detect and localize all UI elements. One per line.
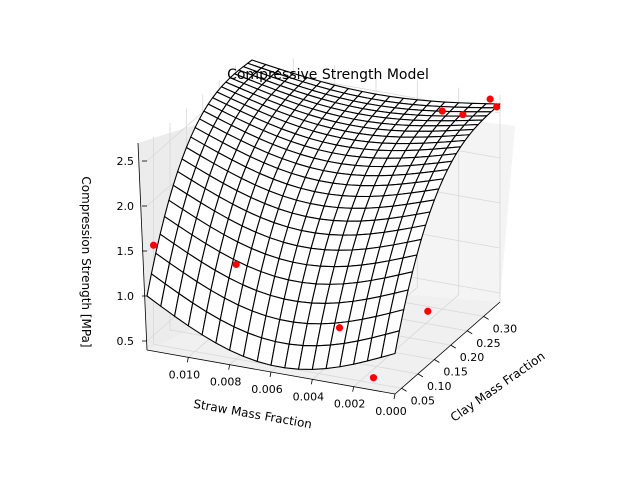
tick-labels: 0.0100.0080.0060.0040.0020.0000.050.100.… — [117, 155, 518, 418]
data-point-8 — [493, 103, 501, 111]
data-point-2 — [335, 324, 344, 332]
data-point-7 — [486, 95, 494, 103]
chart-title: Compressive Strength Model — [227, 67, 429, 83]
surface-wireframe — [146, 59, 501, 370]
y-tick-mark-5 — [483, 316, 489, 320]
y-tick-mark-3 — [450, 344, 456, 349]
x-tick-label-5: 0.000 — [375, 405, 407, 418]
y-tick-mark-0 — [401, 387, 407, 392]
z-tick-label-0: 0.5 — [117, 335, 135, 348]
y-tick-label-0: 0.05 — [411, 394, 436, 407]
x-tick-mark-2 — [269, 371, 272, 378]
grid-y-0 — [153, 137, 402, 389]
x-tick-label-0: 0.010 — [169, 368, 201, 381]
grid-x-4 — [353, 87, 460, 387]
z-tick-label-3: 2.0 — [117, 200, 135, 213]
data-point-3 — [369, 374, 378, 382]
data-point-5 — [438, 107, 446, 115]
surface-cell — [380, 330, 400, 358]
data-point-4 — [424, 307, 432, 315]
x-tick-label-3: 0.004 — [293, 390, 325, 403]
z-axis-label: Compression Strength [MPa] — [79, 176, 93, 347]
x-tick-label-1: 0.008 — [210, 376, 242, 389]
data-points — [149, 95, 501, 382]
x-tick-mark-3 — [310, 379, 313, 385]
y-tick-mark-4 — [466, 330, 473, 335]
x-tick-mark-1 — [228, 364, 231, 370]
data-point-1 — [232, 260, 240, 269]
y-tick-label-3: 0.20 — [460, 351, 485, 364]
y-tick-label-5: 0.30 — [493, 322, 518, 335]
x-tick-mark-5 — [393, 393, 396, 400]
x-tick-label-2: 0.006 — [251, 383, 283, 396]
x-tick-label-4: 0.002 — [334, 398, 366, 411]
z-tick-label-4: 2.5 — [117, 155, 135, 168]
y-tick-label-1: 0.10 — [427, 380, 452, 393]
z-tick-label-2: 1.5 — [117, 245, 135, 258]
y-tick-label-4: 0.25 — [476, 337, 501, 350]
y-tick-mark-2 — [434, 359, 440, 363]
x-tick-mark-4 — [352, 386, 355, 392]
data-point-0 — [149, 241, 158, 249]
z-tick-label-1: 1.0 — [117, 290, 135, 303]
y-tick-label-2: 0.15 — [443, 366, 468, 379]
y-tick-mark-1 — [417, 373, 424, 378]
x-tick-mark-0 — [186, 357, 189, 363]
z-axis-line — [137, 142, 148, 351]
data-point-6 — [459, 111, 467, 119]
y-axis-line — [394, 301, 501, 395]
